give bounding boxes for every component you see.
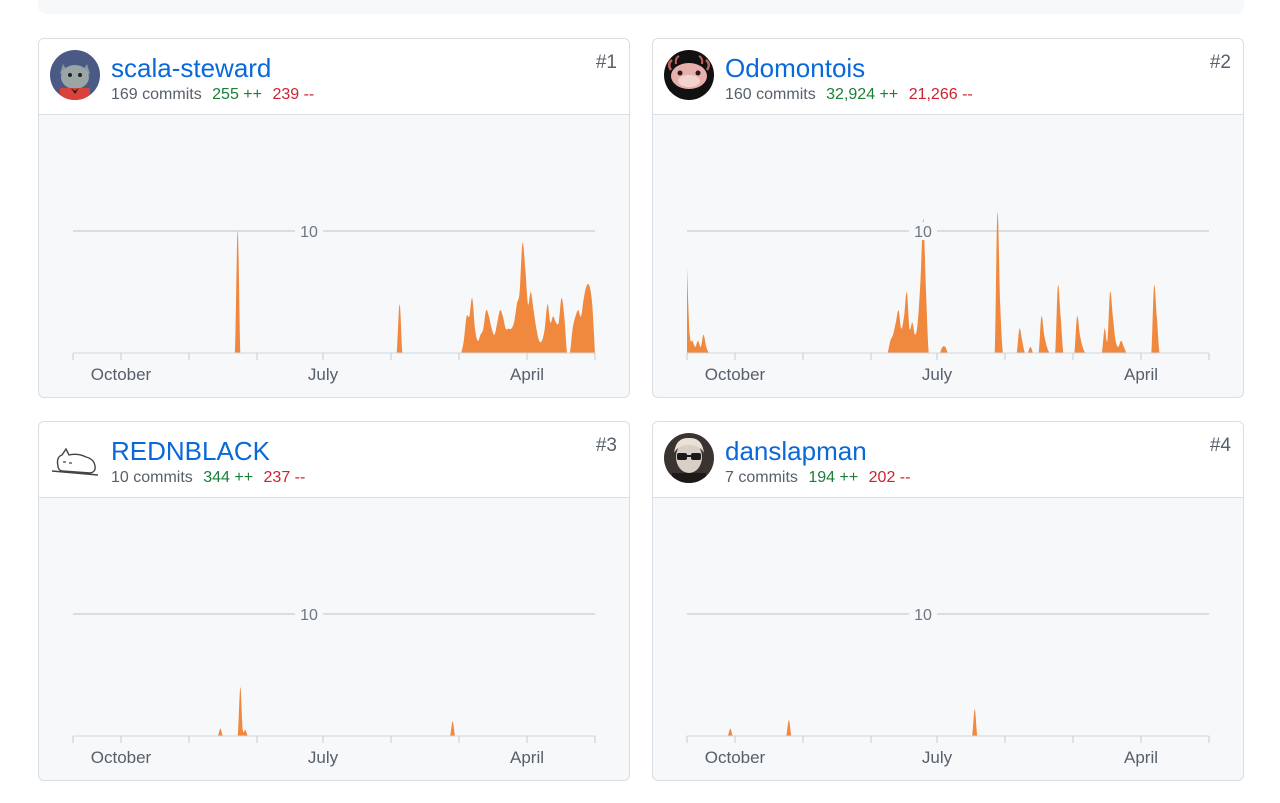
contributor-stats: 7 commits 194 ++ 202 -- — [725, 468, 910, 488]
x-tick-label: April — [510, 748, 544, 767]
commit-area-series — [687, 212, 1209, 353]
additions-count: 194 ++ — [808, 469, 859, 486]
axolotl-avatar-icon[interactable] — [664, 50, 714, 100]
contributor-card: danslapman 7 commits 194 ++ 202 -- #4 10… — [652, 421, 1244, 781]
commit-count: 10 commits — [111, 469, 193, 486]
rank-label: #4 — [1209, 435, 1231, 456]
y-label-backdrop — [295, 222, 323, 240]
contributor-header: scala-steward 169 commits 255 ++ 239 -- … — [39, 39, 629, 115]
contributor-header: REDNBLACK 10 commits 344 ++ 237 -- #3 — [39, 422, 629, 498]
deletions-count: 202 -- — [868, 469, 911, 486]
additions-count: 344 ++ — [203, 469, 254, 486]
commit-area-series — [687, 709, 1209, 736]
commit-activity-chart: 10 October July April — [39, 115, 629, 397]
chart-svg: 10 October July April — [72, 605, 596, 767]
contributor-stats: 169 commits 255 ++ 239 -- — [111, 85, 314, 105]
commit-activity-chart: 10 October July April — [39, 498, 629, 780]
commit-area-series — [73, 687, 595, 736]
y-label-backdrop — [295, 605, 323, 623]
additions-count: 255 ++ — [212, 86, 262, 103]
rank-label: #3 — [595, 435, 617, 456]
y-tick-label: 10 — [914, 607, 932, 624]
x-tick-label: October — [91, 748, 152, 767]
commit-count: 160 commits — [725, 86, 816, 103]
contributors-grid: scala-steward 169 commits 255 ++ 239 -- … — [38, 38, 1244, 781]
filter-bar — [38, 0, 1244, 14]
chart-svg: 10 October July April — [686, 212, 1210, 384]
contributor-card: scala-steward 169 commits 255 ++ 239 -- … — [38, 38, 630, 398]
rank-label: #1 — [595, 52, 617, 73]
contributor-name-link[interactable]: scala-steward — [111, 53, 272, 83]
cat-avatar-icon[interactable] — [50, 50, 100, 100]
contributor-stats: 160 commits 32,924 ++ 21,266 -- — [725, 85, 973, 105]
x-tick-label: April — [510, 365, 544, 384]
x-tick-label: October — [705, 748, 766, 767]
portrait-avatar-icon[interactable] — [664, 433, 714, 483]
commit-area-series — [73, 231, 595, 353]
y-tick-label: 10 — [300, 224, 318, 241]
contributor-header: danslapman 7 commits 194 ++ 202 -- #4 — [653, 422, 1243, 498]
commit-count: 7 commits — [725, 469, 798, 486]
y-tick-label: 10 — [300, 607, 318, 624]
contributor-card: REDNBLACK 10 commits 344 ++ 237 -- #3 10… — [38, 421, 630, 781]
x-tick-label: July — [308, 365, 339, 384]
commit-activity-chart: 10 October July April — [653, 115, 1243, 397]
deletions-count: 239 -- — [272, 86, 315, 103]
deletions-count: 21,266 -- — [908, 86, 973, 103]
contributor-stats: 10 commits 344 ++ 237 -- — [111, 468, 305, 488]
contributor-header: Odomontois 160 commits 32,924 ++ 21,266 … — [653, 39, 1243, 115]
contributor-name-link[interactable]: danslapman — [725, 436, 867, 466]
x-tick-label: October — [705, 365, 766, 384]
y-label-backdrop — [909, 222, 937, 240]
commit-activity-chart: 10 October July April — [653, 498, 1243, 780]
x-tick-label: July — [922, 748, 953, 767]
y-tick-label: 10 — [914, 224, 932, 241]
rank-label: #2 — [1209, 52, 1231, 73]
contributor-name-link[interactable]: REDNBLACK — [111, 436, 270, 466]
x-tick-label: April — [1124, 365, 1158, 384]
x-tick-label: October — [91, 365, 152, 384]
commit-count: 169 commits — [111, 86, 202, 103]
sleeping-cat-avatar-icon[interactable] — [50, 433, 100, 483]
y-label-backdrop — [909, 605, 937, 623]
additions-count: 32,924 ++ — [826, 86, 899, 103]
contributor-name-link[interactable]: Odomontois — [725, 53, 866, 83]
chart-svg: 10 October July April — [72, 222, 596, 384]
x-tick-label: July — [308, 748, 339, 767]
x-tick-label: April — [1124, 748, 1158, 767]
chart-svg: 10 October July April — [686, 605, 1210, 767]
deletions-count: 237 -- — [263, 469, 306, 486]
contributor-card: Odomontois 160 commits 32,924 ++ 21,266 … — [652, 38, 1244, 398]
x-tick-label: July — [922, 365, 953, 384]
